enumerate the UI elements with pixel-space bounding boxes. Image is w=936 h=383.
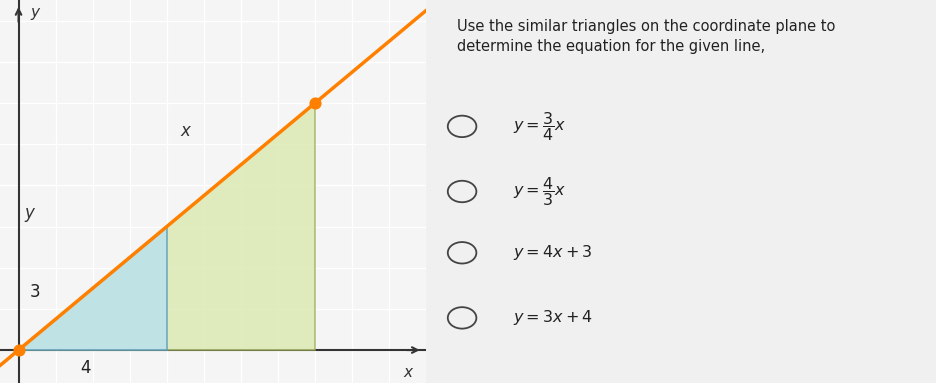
Polygon shape [19,226,167,350]
Text: y: y [24,204,35,222]
Text: $y=\dfrac{3}{4}x$: $y=\dfrac{3}{4}x$ [513,110,566,143]
Text: $y=\dfrac{4}{3}x$: $y=\dfrac{4}{3}x$ [513,175,566,208]
Text: $y=4x+3$: $y=4x+3$ [513,243,592,262]
Text: y: y [31,5,39,20]
Text: 3: 3 [30,283,40,301]
Text: 4: 4 [80,359,91,377]
Text: x: x [181,122,190,140]
Point [11,347,26,353]
Point [307,100,322,106]
Text: Use the similar triangles on the coordinate plane to
determine the equation for : Use the similar triangles on the coordin… [457,19,835,54]
Text: x: x [402,365,412,380]
Polygon shape [19,103,314,350]
Text: $y=3x+4$: $y=3x+4$ [513,308,592,327]
